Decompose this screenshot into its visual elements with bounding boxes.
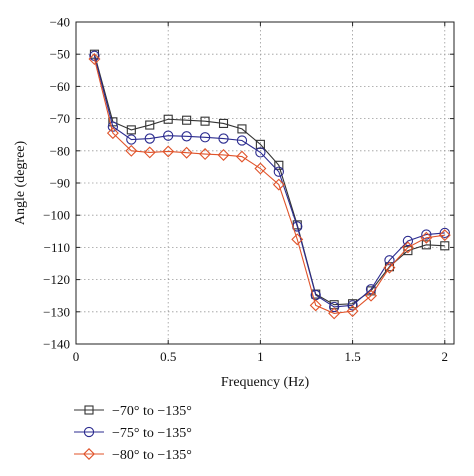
data-point-diamond [309, 299, 322, 312]
data-point-diamond [199, 148, 212, 160]
data-point-diamond [420, 231, 433, 244]
legend: −70° to −135° −75° to −135° −80° to −135° [74, 404, 192, 463]
y-tick-label: −60 [50, 79, 70, 94]
series-line-diamond [93, 58, 445, 314]
legend-label: −80° to −135° [112, 448, 192, 463]
data-point-diamond [328, 307, 341, 320]
data-point-circle [236, 135, 248, 146]
series-square [89, 49, 450, 310]
data-point-square [421, 240, 431, 250]
data-point-circle [255, 147, 266, 158]
series-line-circle [93, 55, 445, 308]
data-point-circle [439, 227, 450, 239]
data-point-circle [218, 133, 229, 144]
data-point-circle [181, 131, 192, 142]
data-point-diamond [125, 144, 138, 157]
series-line-square [93, 54, 445, 306]
data-point-diamond [254, 162, 267, 175]
x-tick-label: 1.5 [344, 349, 360, 364]
data-point-diamond [346, 305, 359, 318]
data-point-square [200, 116, 210, 126]
series-diamond [88, 53, 451, 320]
data-point-diamond [272, 178, 285, 191]
data-point-diamond [438, 229, 451, 242]
data-point-circle [402, 235, 414, 247]
data-point-square [440, 241, 450, 251]
x-tick-label: 1 [257, 349, 264, 364]
data-point-square [274, 160, 284, 170]
data-point-circle [126, 134, 137, 145]
y-tick-label: −120 [43, 272, 70, 287]
data-point-square [126, 125, 136, 135]
data-point-circle [328, 301, 340, 313]
data-point-square [403, 246, 413, 256]
data-point-square [145, 120, 155, 130]
x-tick-label: 0.5 [160, 349, 176, 364]
data-point-diamond [291, 233, 304, 246]
data-point-diamond [401, 241, 414, 254]
data-point-circle [273, 166, 284, 177]
y-tick-label: −50 [50, 47, 70, 62]
y-tick-labels: −140 −130 −120 −110 −100 −90 −80 −70 −60 −50 −40 [43, 15, 70, 352]
y-tick-label: −100 [43, 208, 70, 223]
y-tick-label: −140 [43, 337, 70, 352]
x-tick-labels: 0 0.5 1 1.5 2 [73, 349, 448, 364]
grid [76, 22, 454, 344]
data-point-diamond [365, 289, 378, 302]
data-point-square [182, 115, 192, 125]
y-tick-label: −80 [50, 143, 70, 158]
legend-label: −75° to −135° [112, 426, 192, 441]
y-tick-label: −90 [50, 176, 70, 191]
series-circle [89, 50, 450, 313]
legend-entry-square: −70° to −135° [74, 404, 192, 419]
legend-label: −70° to −135° [112, 404, 192, 419]
data-point-diamond [143, 146, 156, 159]
y-tick-label: −130 [43, 304, 70, 319]
data-point-diamond [106, 127, 119, 140]
series-layer [88, 49, 451, 320]
data-point-circle [384, 255, 395, 266]
data-point-circle [199, 132, 211, 143]
data-point-diamond [383, 261, 396, 274]
data-point-square [237, 124, 247, 134]
ticks [75, 21, 454, 345]
legend-marker-circle [83, 426, 95, 438]
data-point-circle [163, 130, 174, 141]
y-tick-label: −70 [50, 111, 70, 126]
data-point-diamond [235, 150, 248, 163]
data-point-circle [347, 300, 358, 311]
x-tick-label: 2 [442, 349, 449, 364]
y-axis-label: Angle (degree) [13, 140, 28, 225]
x-axis-label: Frequency (Hz) [221, 375, 310, 390]
legend-marker-diamond [83, 448, 95, 460]
y-tick-label: −40 [50, 15, 70, 30]
x-tick-label: 0 [73, 349, 80, 364]
data-point-circle [421, 229, 432, 240]
data-point-diamond [162, 145, 175, 158]
legend-entry-circle: −75° to −135° [74, 426, 192, 441]
data-point-square [163, 114, 173, 124]
legend-marker-square [84, 405, 94, 415]
y-tick-label: −110 [44, 240, 70, 255]
data-point-diamond [217, 149, 230, 161]
legend-entry-diamond: −80° to −135° [74, 448, 192, 463]
data-point-diamond [88, 53, 101, 66]
data-point-circle [144, 133, 155, 144]
data-point-square [218, 118, 229, 128]
data-point-diamond [180, 146, 193, 159]
